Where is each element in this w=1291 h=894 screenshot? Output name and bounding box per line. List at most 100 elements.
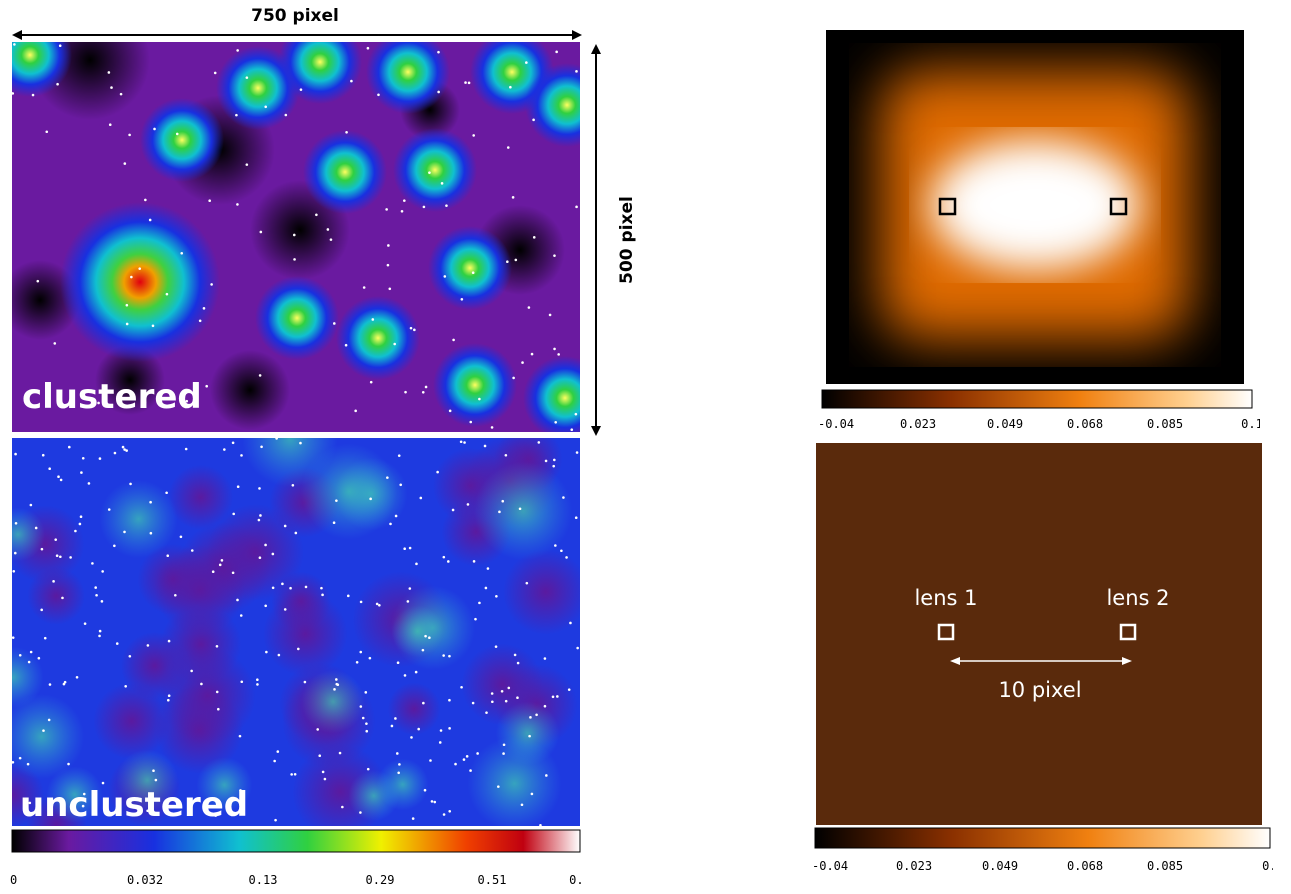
overdensity [495, 701, 560, 766]
galaxy [264, 604, 267, 608]
galaxy [433, 800, 437, 804]
galaxy [55, 554, 59, 557]
galaxy [98, 457, 102, 460]
galaxy [240, 454, 243, 457]
galaxy [101, 781, 105, 785]
galaxy [552, 464, 556, 468]
galaxy [472, 560, 476, 563]
galaxy [94, 586, 97, 589]
colorbar-tick-label: 0 [10, 873, 17, 887]
galaxy [551, 695, 555, 699]
galaxy [448, 409, 452, 413]
galaxy [149, 500, 152, 504]
panel-label: clustered [22, 377, 202, 417]
unclustered-map [12, 438, 580, 826]
galaxy [333, 688, 336, 691]
galaxy [490, 692, 494, 695]
galaxy [512, 376, 515, 380]
galaxy [387, 244, 390, 247]
galaxy [500, 689, 504, 693]
galaxy [565, 556, 568, 559]
colorbar-tick-label: 0.085 [1147, 859, 1183, 873]
galaxy [185, 399, 189, 403]
galaxy [437, 90, 440, 94]
galaxy [12, 569, 16, 573]
galaxy [31, 93, 35, 97]
galaxy [452, 338, 455, 342]
colorbar-tick-label: 0.023 [896, 859, 932, 873]
colorbar-tick-label: 0.1 [1241, 417, 1263, 431]
void [502, 549, 580, 635]
galaxy [80, 471, 83, 474]
galaxy [218, 563, 222, 567]
galaxy [428, 636, 431, 640]
galaxy [462, 758, 466, 761]
galaxy [56, 82, 59, 86]
galaxy [408, 587, 412, 590]
galaxy [403, 674, 407, 677]
cluster [140, 98, 224, 182]
galaxy [316, 728, 320, 731]
galaxy [359, 650, 363, 654]
galaxy [436, 470, 439, 474]
galaxy [483, 444, 487, 448]
galaxy [469, 420, 473, 424]
galaxy [67, 445, 71, 449]
galaxy [335, 682, 339, 686]
galaxy [355, 660, 359, 664]
colorbar [11, 829, 581, 853]
overdensity [12, 646, 44, 709]
galaxy [42, 729, 45, 732]
galaxy [497, 785, 500, 788]
galaxy [87, 482, 91, 485]
colorbar-tick-label: 0.13 [249, 873, 278, 887]
galaxy [107, 508, 111, 511]
galaxy [259, 230, 263, 234]
galaxy [257, 518, 261, 522]
galaxy [506, 146, 510, 149]
separation-label: 10 pixel [998, 678, 1081, 702]
overdensity [12, 694, 85, 780]
galaxy [494, 645, 498, 648]
void [120, 631, 189, 700]
galaxy [26, 762, 30, 766]
galaxy [560, 549, 563, 553]
galaxy [344, 343, 348, 347]
galaxy [315, 213, 318, 217]
cluster [523, 356, 580, 432]
cluster [60, 202, 220, 362]
galaxy [175, 132, 179, 136]
galaxy [397, 771, 400, 775]
galaxy [125, 322, 129, 326]
galaxy [239, 789, 242, 792]
galaxy [502, 743, 506, 747]
galaxy [223, 448, 226, 451]
galaxy [365, 729, 369, 733]
galaxy [291, 484, 295, 487]
galaxy [121, 445, 125, 449]
galaxy [509, 85, 512, 89]
void [263, 591, 348, 677]
galaxy [394, 514, 398, 518]
galaxy [478, 397, 481, 401]
galaxy [13, 551, 17, 555]
galaxy [115, 642, 119, 645]
galaxy [386, 263, 390, 267]
galaxy [463, 441, 466, 444]
galaxy [210, 283, 213, 286]
galaxy [440, 182, 444, 185]
galaxy [213, 71, 217, 75]
galaxy [190, 549, 194, 552]
galaxy [511, 196, 515, 199]
galaxy [232, 512, 236, 516]
galaxy [214, 814, 217, 817]
colorbar [821, 389, 1253, 409]
galaxy [448, 654, 451, 658]
lens-label: lens 1 [914, 586, 977, 610]
galaxy [29, 503, 33, 507]
galaxy [320, 586, 323, 590]
galaxy [369, 380, 373, 384]
galaxy [144, 198, 147, 202]
galaxy [513, 653, 517, 657]
galaxy [465, 755, 469, 758]
